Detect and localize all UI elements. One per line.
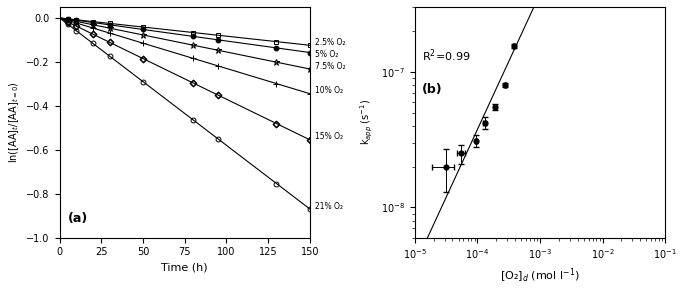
Text: 21% O₂: 21% O₂ xyxy=(315,202,343,211)
Y-axis label: ln([AA]$_t$/[AA]$_{t=0}$): ln([AA]$_t$/[AA]$_{t=0}$) xyxy=(7,81,21,163)
Text: 10% O₂: 10% O₂ xyxy=(315,86,343,95)
Text: 5% O₂: 5% O₂ xyxy=(315,50,339,59)
X-axis label: [O₂]$_d$ (mol l$^{-1}$): [O₂]$_d$ (mol l$^{-1}$) xyxy=(500,267,580,285)
Y-axis label: k$_{app}$ (s$^{-1}$): k$_{app}$ (s$^{-1}$) xyxy=(359,99,376,145)
X-axis label: Time (h): Time (h) xyxy=(161,263,208,273)
Text: 15% O₂: 15% O₂ xyxy=(315,131,343,140)
Text: 7.5% O₂: 7.5% O₂ xyxy=(315,62,345,71)
Text: (a): (a) xyxy=(68,212,88,225)
Text: R$^2$=0.99: R$^2$=0.99 xyxy=(422,48,471,64)
Text: 2.5% O₂: 2.5% O₂ xyxy=(315,38,345,47)
Text: (b): (b) xyxy=(422,83,443,96)
